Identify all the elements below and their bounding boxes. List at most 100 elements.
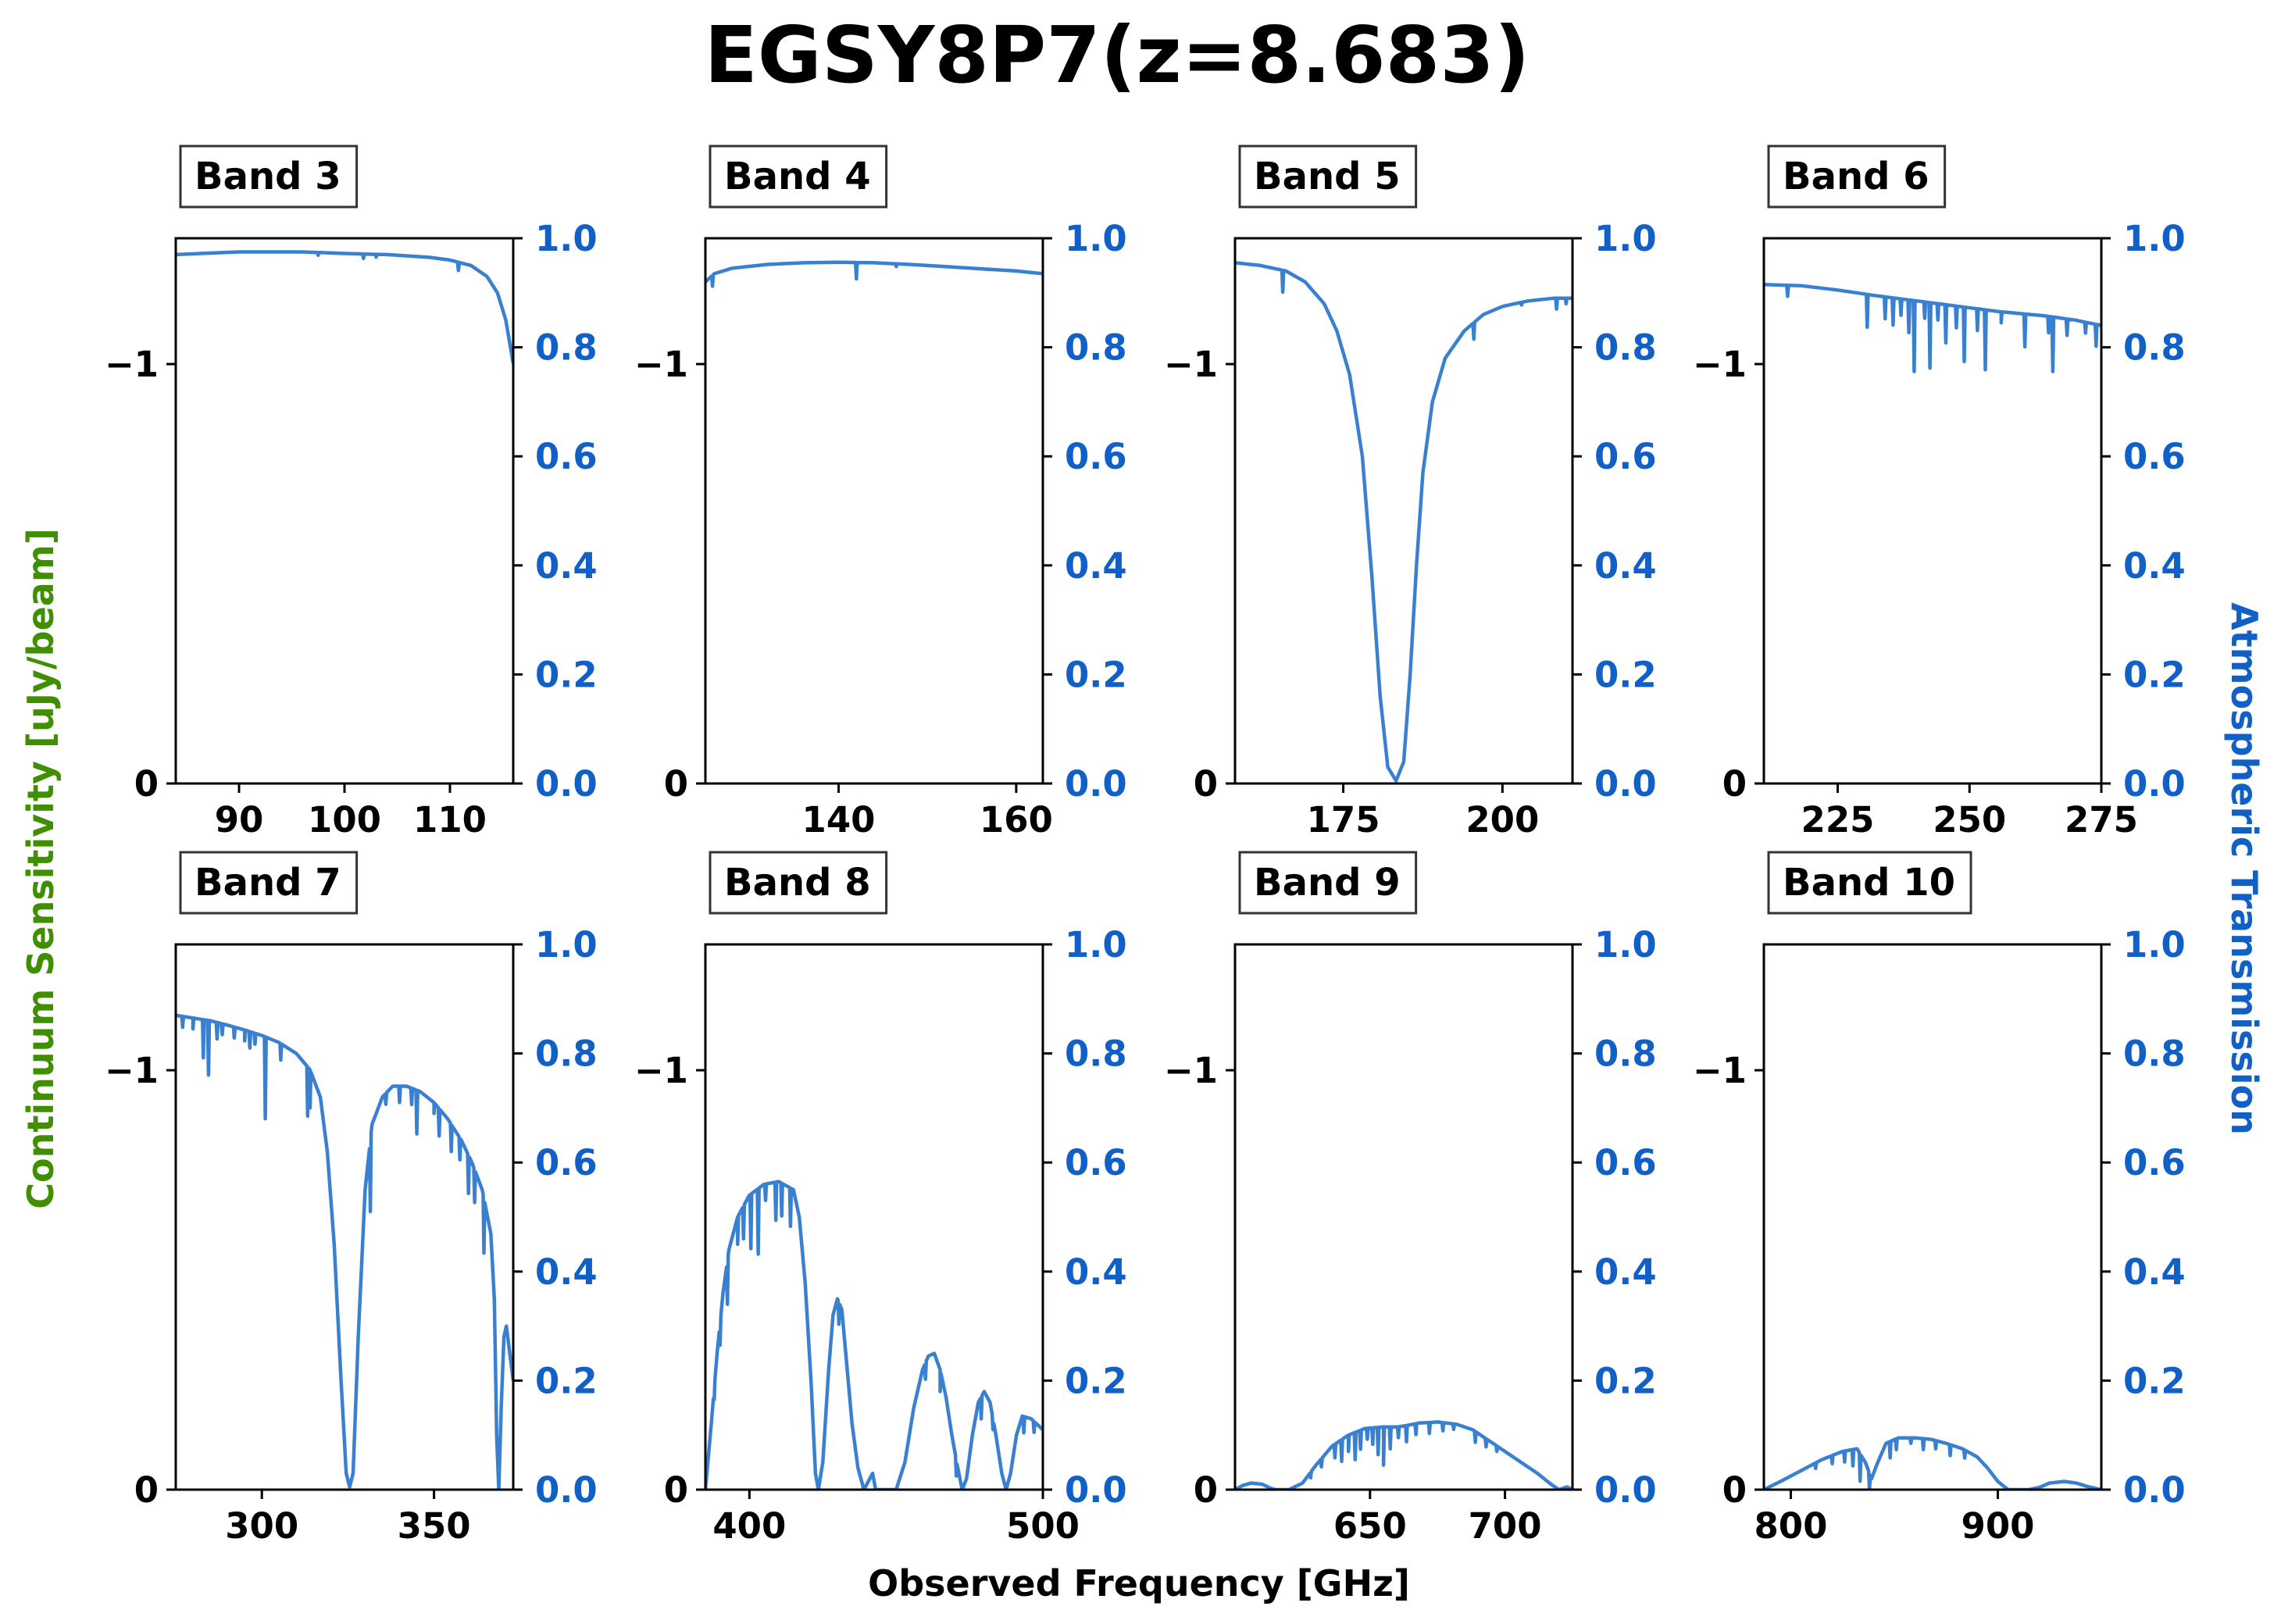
band-label-box [1767, 851, 1972, 915]
left-tick-label: −1 [634, 344, 688, 385]
x-tick-label: 90 [215, 799, 264, 841]
plot-frame [704, 943, 1044, 1491]
left-tick-label: −1 [634, 1050, 688, 1091]
band-label: Band 4 [724, 155, 871, 198]
x-tick-label: 110 [413, 799, 487, 841]
right-tick-label: 0.6 [2123, 436, 2186, 477]
panels: Band 3 −1 0 0.0 0.2 0.4 0.6 0.8 1.0 90 100 110 Band … [105, 145, 2186, 1547]
right-tick-label: 0.2 [1594, 1360, 1657, 1401]
right-tick-label: 0.0 [1594, 1469, 1657, 1511]
x-tick-label: 400 [712, 1505, 786, 1547]
right-tick-label: 0.0 [1065, 763, 1127, 805]
right-tick-label: 1.0 [2123, 924, 2186, 965]
x-tick-label: 300 [225, 1505, 298, 1547]
transmission-line [176, 250, 513, 364]
band-label-box [1238, 145, 1418, 209]
panel-7: Band 9 −1 0 0.0 0.2 0.4 0.6 0.8 1.0 650 700 [1164, 851, 1657, 1547]
band-label-box [179, 145, 359, 209]
plot-frame [1233, 943, 1574, 1491]
band-label-box [1238, 851, 1418, 915]
x-tick-label: 100 [308, 799, 381, 841]
transmission-line [176, 1013, 513, 1490]
left-tick-label: −1 [1164, 1050, 1218, 1091]
right-tick-label: 0.2 [2123, 654, 2186, 695]
transmission-line [1764, 1436, 2101, 1490]
right-tick-label: 0.2 [1065, 1360, 1127, 1401]
x-tick-label: 900 [1962, 1505, 2035, 1547]
right-tick-label: 1.0 [2123, 218, 2186, 259]
left-tick-label: 0 [1722, 763, 1747, 805]
right-tick-label: 0.0 [535, 1469, 598, 1511]
band-label: Band 9 [1254, 861, 1401, 905]
panel-3: Band 5 −1 0 0.0 0.2 0.4 0.6 0.8 1.0 175 200 [1164, 145, 1657, 841]
right-tick-label: 0.6 [2123, 1142, 2186, 1183]
right-tick-label: 0.8 [535, 1033, 598, 1075]
panel-5: Band 7 −1 0 0.0 0.2 0.4 0.6 0.8 1.0 300 350 [105, 851, 598, 1547]
right-tick-label: 0.4 [1594, 1251, 1657, 1293]
plot-frame [1762, 237, 2103, 785]
x-tick-label: 700 [1469, 1505, 1542, 1547]
right-tick-label: 0.6 [1594, 1142, 1657, 1183]
transmission-line [1235, 1420, 1572, 1490]
left-tick-label: 0 [1194, 1469, 1218, 1511]
right-tick-label: 0.4 [1065, 545, 1127, 587]
left-tick-label: −1 [105, 1050, 159, 1091]
x-tick-label: 800 [1754, 1505, 1827, 1547]
panel-8: Band 10 −1 0 0.0 0.2 0.4 0.6 0.8 1.0 800 900 [1693, 851, 2186, 1547]
panel-4: Band 6 −1 0 0.0 0.2 0.4 0.6 0.8 1.0 225 250 275 [1693, 145, 2186, 841]
band-label: Band 7 [195, 861, 341, 905]
plot-frame [174, 943, 515, 1491]
left-tick-label: −1 [1693, 1050, 1747, 1091]
right-tick-label: 0.2 [1065, 654, 1127, 695]
x-tick-label: 175 [1307, 799, 1380, 841]
right-tick-label: 0.8 [2123, 327, 2186, 369]
right-tick-label: 0.0 [535, 763, 598, 805]
panel-6: Band 8 −1 0 0.0 0.2 0.4 0.6 0.8 1.0 400 500 [634, 851, 1127, 1547]
right-tick-label: 0.8 [535, 327, 598, 369]
band-label: Band 6 [1783, 155, 1929, 198]
plot-frame [1762, 943, 2103, 1491]
x-tick-label: 160 [980, 799, 1053, 841]
right-y-axis-label: Atmospheric Transmission [2223, 602, 2265, 1135]
right-tick-label: 0.2 [535, 654, 598, 695]
right-tick-label: 0.4 [2123, 545, 2186, 587]
right-tick-label: 0.8 [1065, 327, 1127, 369]
plot-frame [174, 237, 515, 785]
right-tick-label: 0.4 [535, 545, 598, 587]
band-label-box [179, 851, 359, 915]
right-tick-label: 0.6 [1065, 1142, 1127, 1183]
transmission-line [705, 260, 1043, 288]
right-tick-label: 1.0 [535, 924, 598, 965]
right-tick-label: 0.6 [1065, 436, 1127, 477]
left-tick-label: −1 [1693, 344, 1747, 385]
right-tick-label: 0.2 [535, 1360, 598, 1401]
transmission-line [1235, 261, 1572, 783]
x-tick-label: 500 [1006, 1505, 1080, 1547]
right-tick-label: 0.0 [1065, 1469, 1127, 1511]
right-tick-label: 0.0 [2123, 1469, 2186, 1511]
right-tick-label: 0.8 [1594, 327, 1657, 369]
left-tick-label: 0 [1722, 1469, 1747, 1511]
plot-frame [704, 237, 1044, 785]
transmission-line [705, 1180, 1043, 1490]
left-tick-label: 0 [664, 763, 688, 805]
band-label: Band 3 [195, 155, 341, 198]
left-tick-label: 0 [134, 1469, 159, 1511]
right-tick-label: 0.4 [1065, 1251, 1127, 1293]
x-tick-label: 200 [1465, 799, 1539, 841]
x-tick-label: 275 [2065, 799, 2138, 841]
band-label-box [709, 145, 888, 209]
right-tick-label: 0.4 [1594, 545, 1657, 587]
band-label-box [709, 851, 888, 915]
right-tick-label: 0.0 [2123, 763, 2186, 805]
band-label: Band 8 [724, 861, 871, 905]
panel-1: Band 3 −1 0 0.0 0.2 0.4 0.6 0.8 1.0 90 100 110 [105, 145, 598, 841]
band-label: Band 5 [1254, 155, 1401, 198]
x-tick-label: 140 [802, 799, 876, 841]
figure-title: EGSY8P7(z=8.683) [705, 9, 1530, 101]
right-tick-label: 0.4 [535, 1251, 598, 1293]
right-tick-label: 1.0 [1594, 924, 1657, 965]
right-tick-label: 0.6 [535, 1142, 598, 1183]
right-tick-label: 1.0 [1594, 218, 1657, 259]
